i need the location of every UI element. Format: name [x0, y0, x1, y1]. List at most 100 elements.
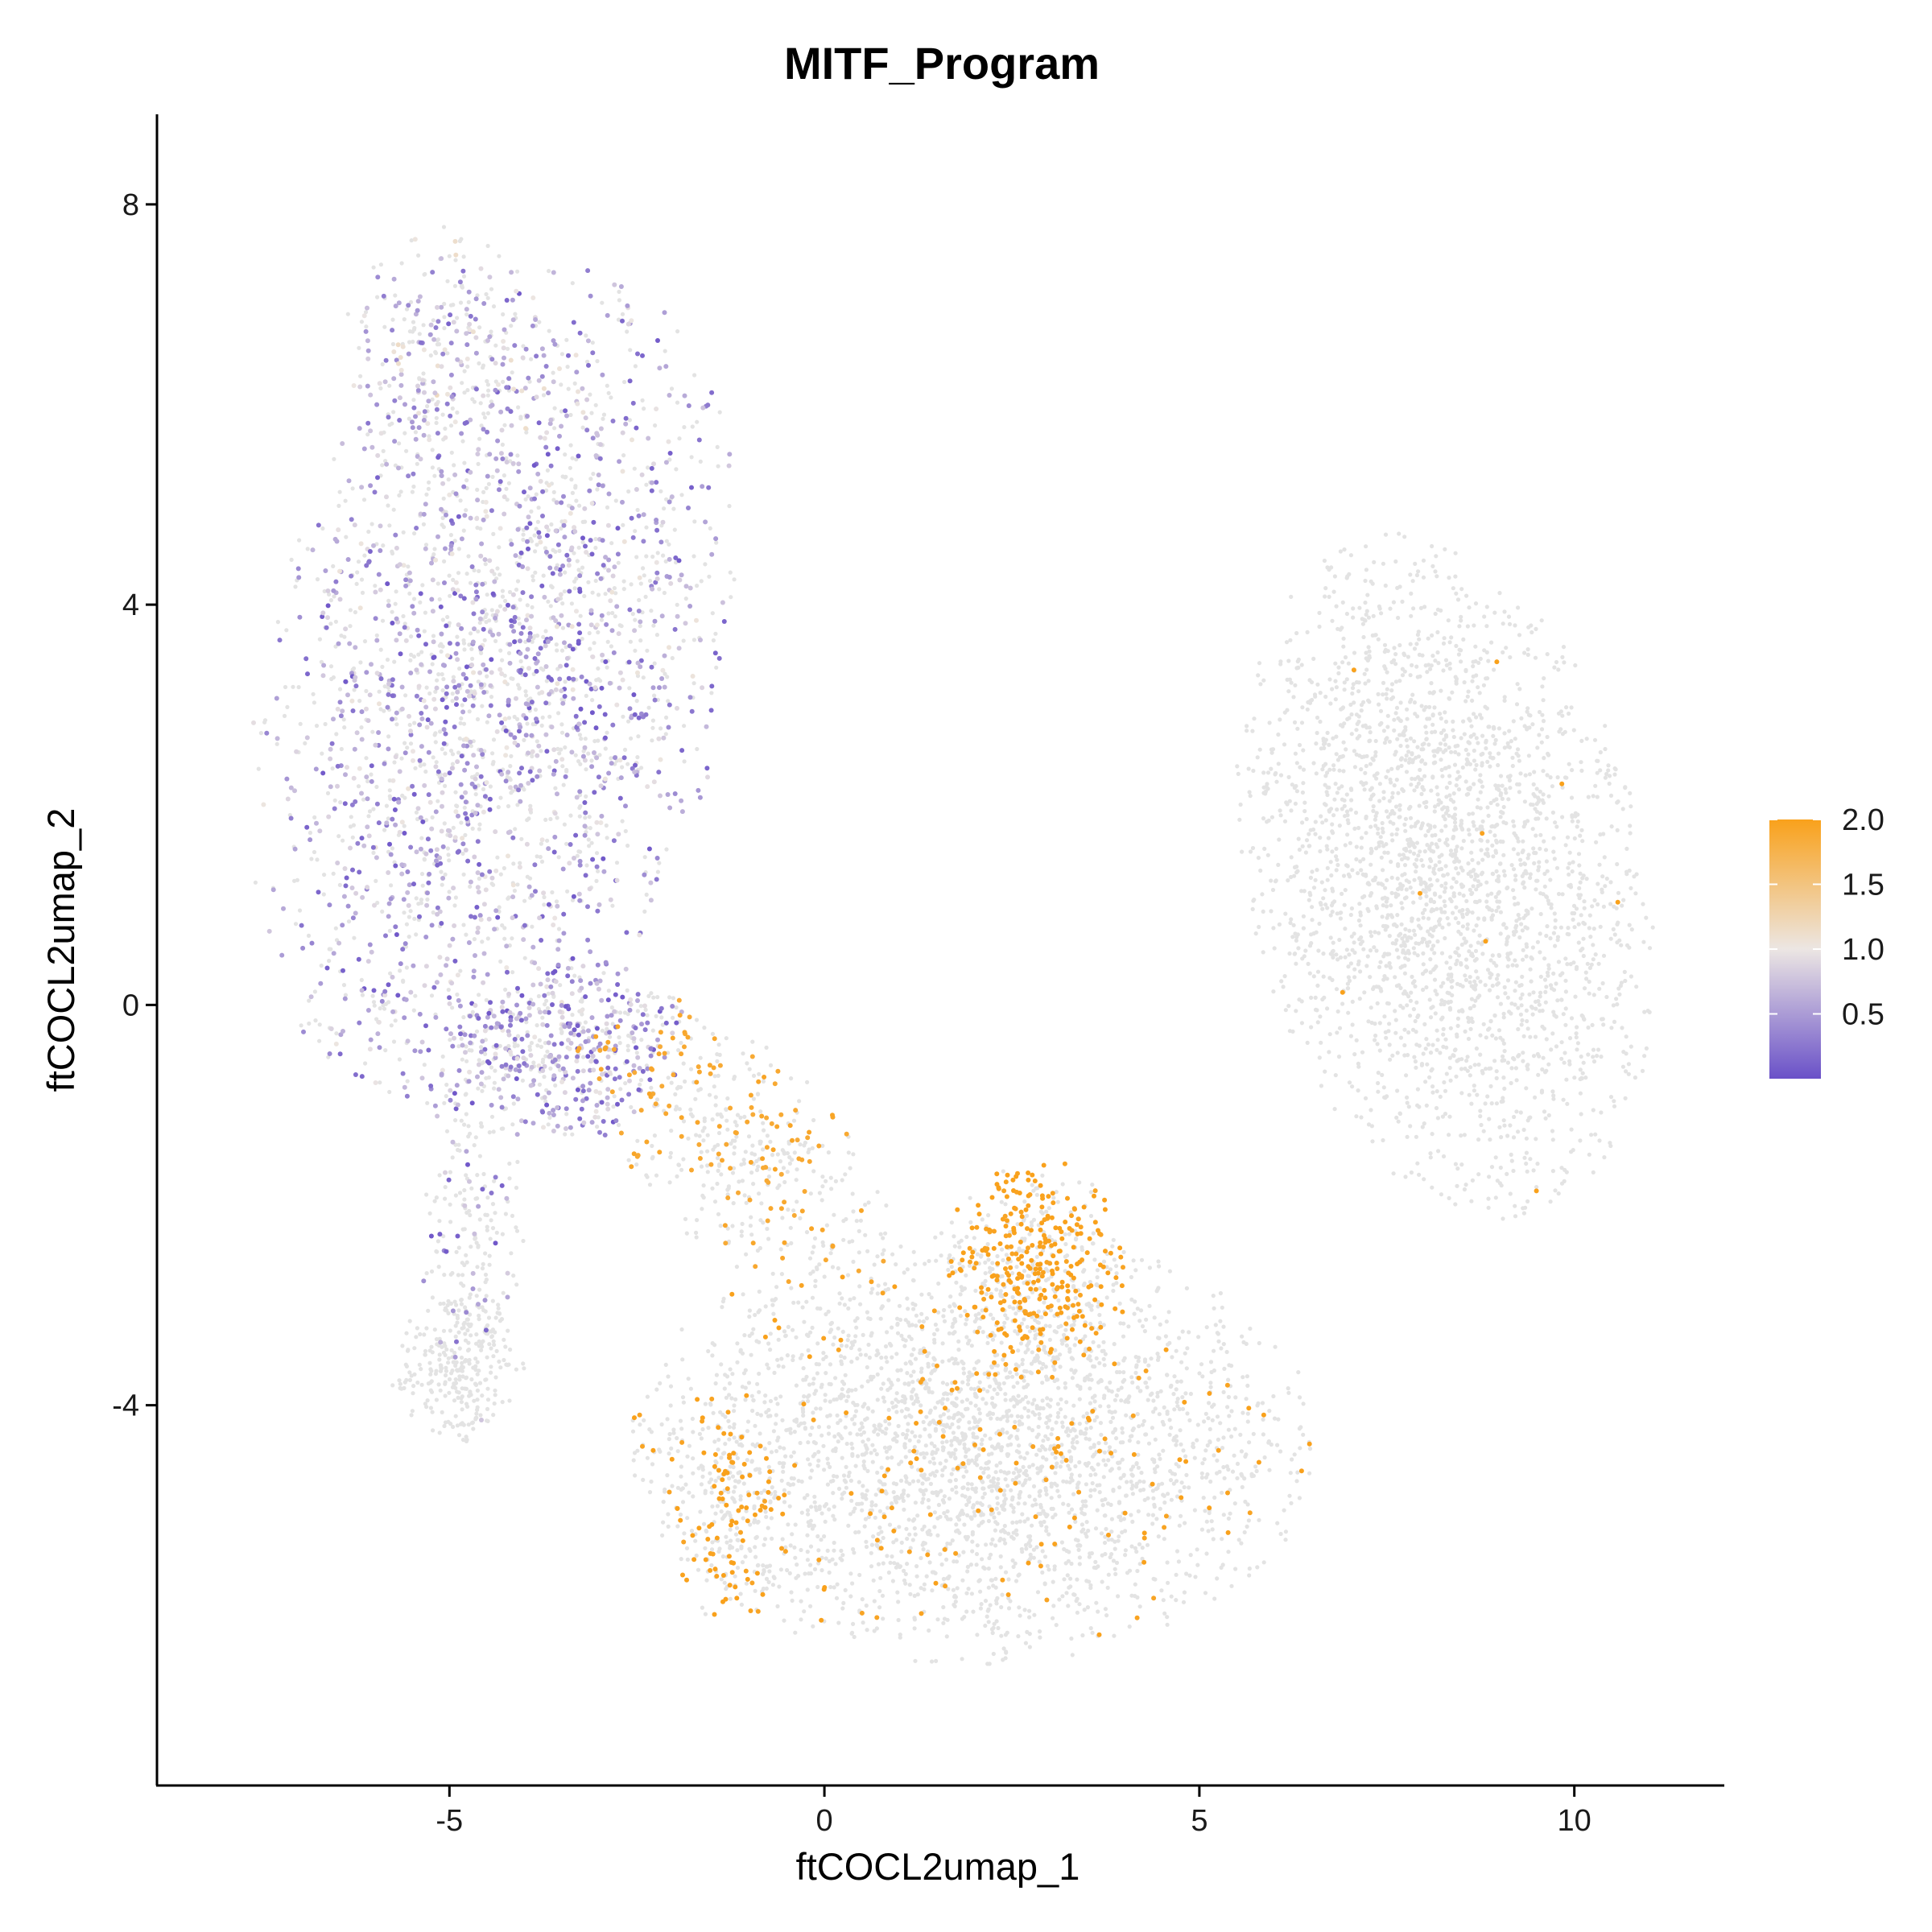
- cell-point: [653, 423, 658, 428]
- cell-point: [481, 1261, 485, 1266]
- cell-point: [989, 1488, 994, 1493]
- cell-point: [1105, 1585, 1110, 1590]
- cell-point: [824, 1501, 829, 1507]
- cell-point: [477, 1058, 481, 1063]
- cell-point: [1011, 1530, 1016, 1535]
- cell-point: [639, 1038, 644, 1042]
- cell-point: [1084, 1504, 1088, 1509]
- cell-point: [382, 828, 387, 832]
- cell-point: [448, 1422, 453, 1426]
- cell-point: [1012, 1404, 1017, 1409]
- cell-point: [728, 1367, 733, 1372]
- cell-point: [678, 1512, 683, 1517]
- cell-point: [424, 685, 429, 690]
- cell-point: [426, 1308, 431, 1313]
- cell-point: [506, 716, 512, 720]
- cell-point: [645, 1394, 650, 1399]
- cell-point: [460, 1273, 465, 1278]
- cell-point: [817, 1191, 823, 1195]
- cell-point: [680, 1357, 685, 1362]
- cell-point: [986, 1566, 991, 1571]
- cell-point: [966, 1461, 971, 1466]
- cell-point: [563, 679, 568, 684]
- cell-point: [970, 1549, 975, 1554]
- cell-point: [969, 1517, 974, 1521]
- cell-point: [462, 1187, 467, 1193]
- cell-point: [816, 1458, 821, 1463]
- cell-point: [429, 1368, 434, 1373]
- cell-point: [489, 399, 494, 404]
- cell-point: [387, 778, 392, 783]
- cell-point: [941, 1412, 946, 1417]
- cell-point: [642, 1418, 646, 1422]
- cell-point: [1003, 1368, 1008, 1373]
- cell-point: [856, 1454, 861, 1459]
- cell-point: [668, 1384, 674, 1389]
- cell-point: [1077, 1602, 1082, 1607]
- cell-point: [460, 1438, 466, 1443]
- cell-point: [749, 1215, 753, 1220]
- cell-point: [808, 1432, 813, 1437]
- cell-point: [984, 1401, 989, 1406]
- cell-point: [1180, 1406, 1186, 1411]
- cell-point: [313, 1018, 318, 1023]
- cell-point: [906, 1517, 911, 1522]
- cell-point: [455, 634, 460, 639]
- cell-point: [972, 1417, 977, 1422]
- cell-point: [500, 1400, 505, 1405]
- cell-point: [1072, 1343, 1077, 1348]
- cell-point: [483, 1272, 489, 1278]
- cell-point: [419, 650, 424, 654]
- cell-point: [681, 638, 686, 643]
- cell-point: [1088, 1425, 1093, 1430]
- cell-point: [671, 1427, 676, 1432]
- cell-point: [1271, 1393, 1276, 1399]
- cell-point: [802, 1394, 807, 1399]
- cell-point: [466, 554, 471, 559]
- cell-point: [583, 815, 588, 820]
- cell-point: [341, 838, 345, 843]
- cell-point: [443, 751, 448, 756]
- cell-point: [855, 1402, 860, 1407]
- cell-point: [1226, 1394, 1231, 1400]
- cell-point: [423, 610, 428, 615]
- cell-point: [1212, 1596, 1217, 1601]
- cell-point: [866, 1342, 871, 1348]
- cell-point: [1102, 1450, 1107, 1455]
- cell-point: [906, 1493, 910, 1498]
- cell-point: [1158, 1389, 1163, 1393]
- cell-point: [450, 762, 456, 766]
- cell-point: [467, 642, 472, 647]
- cell-point: [557, 751, 562, 756]
- cell-point: [459, 1302, 464, 1307]
- cell-point: [944, 1557, 949, 1562]
- cell-point: [918, 1434, 923, 1439]
- cell-point: [574, 498, 579, 503]
- cell-point: [523, 497, 528, 502]
- cell-point: [611, 1104, 616, 1109]
- cell-point: [1066, 1433, 1071, 1438]
- cell-point: [404, 1377, 409, 1382]
- cell-point: [444, 1094, 448, 1099]
- cell-point: [472, 1398, 477, 1403]
- cell-point: [309, 857, 314, 861]
- cell-point: [1276, 1417, 1281, 1422]
- cell-point: [942, 1511, 947, 1516]
- cell-point: [793, 1555, 798, 1560]
- cell-point: [962, 1286, 968, 1291]
- cell-point: [1185, 1346, 1190, 1351]
- cell-point: [1049, 1432, 1054, 1437]
- cell-point: [861, 1439, 865, 1444]
- cell-point: [1222, 1366, 1227, 1371]
- cell-point: [1071, 1417, 1075, 1422]
- cell-point: [584, 794, 588, 799]
- cell-point: [812, 1500, 817, 1505]
- cell-point: [1162, 1500, 1167, 1505]
- cell-point: [382, 684, 387, 689]
- cell-point: [963, 1309, 968, 1314]
- cell-point: [962, 1446, 967, 1451]
- cell-point: [778, 1159, 783, 1164]
- cell-point: [1098, 1421, 1103, 1426]
- cell-point: [777, 1460, 782, 1465]
- cell-point: [467, 709, 472, 714]
